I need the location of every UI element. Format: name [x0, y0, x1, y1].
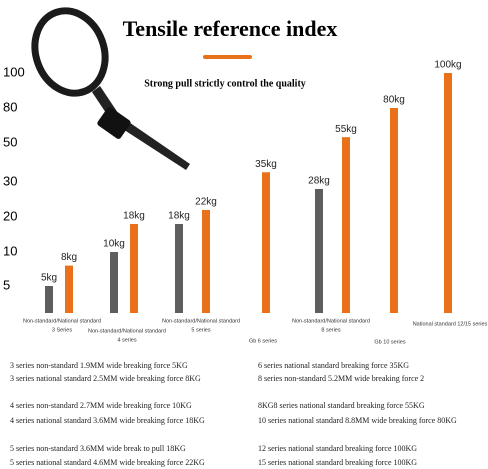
value-label: 18kg	[168, 211, 190, 222]
value-label: 100kg	[434, 60, 461, 71]
value-label: 8kg	[61, 252, 77, 263]
value-label: 10kg	[103, 239, 125, 250]
value-label: 80kg	[383, 95, 405, 106]
spec-line: 12 series national standard breaking for…	[258, 444, 417, 453]
spec-list: 3 series non-standard 1.9MM wide breakin…	[10, 361, 457, 467]
y-tick-label: 30	[3, 173, 17, 188]
x-category-label: 8 series	[321, 327, 341, 333]
spec-line: 3 series national standard 2.5MM wide br…	[10, 374, 201, 383]
spec-line: 15 series national standard breaking for…	[258, 458, 417, 467]
bar	[342, 137, 350, 313]
x-category-label: 4 series	[117, 337, 137, 343]
y-tick-label: 80	[3, 99, 17, 114]
bar	[110, 252, 118, 313]
bar	[175, 224, 183, 313]
x-category-label: Gb 10 series	[374, 339, 405, 345]
x-category-label: Non-standard/National standard	[23, 318, 101, 324]
value-label: 55kg	[335, 124, 357, 135]
spec-line: 8KG8 series national standard breaking f…	[258, 401, 425, 410]
spec-line: 3 series non-standard 1.9MM wide breakin…	[10, 361, 188, 370]
y-tick-label: 50	[3, 134, 17, 149]
spec-line: 5 series non-standard 3.6MM wide break t…	[10, 444, 186, 453]
spec-line: 8 series non-standard 5.2MM wide breakin…	[258, 374, 424, 383]
bar	[130, 224, 138, 313]
bar	[45, 286, 53, 313]
spec-line: 4 series national standard 3.6MM wide br…	[10, 416, 205, 425]
bar	[315, 189, 323, 313]
cable-tie-image	[31, 7, 190, 170]
x-category-label: Gb 6 series	[249, 338, 277, 344]
bar	[202, 210, 210, 313]
value-label: 5kg	[41, 273, 57, 284]
x-category-label: 5 series	[191, 327, 211, 333]
value-label: 22kg	[195, 197, 217, 208]
bar	[65, 265, 73, 313]
chart-title: Tensile reference index	[123, 16, 338, 41]
value-label: 28kg	[308, 176, 330, 187]
bar	[444, 73, 452, 313]
spec-line: 6 series national standard breaking forc…	[258, 361, 409, 370]
value-label: 35kg	[255, 159, 277, 170]
x-category-label: 3 Series	[52, 327, 72, 333]
x-category-label: Non-standard/National standard	[292, 318, 370, 324]
bar	[262, 172, 270, 313]
plot: 5 10 20 30 50 80 100 5kg 10kg 18kg 28kg 8kg 18kg 22kg…	[3, 60, 488, 346]
spec-line: 4 series non-standard 2.7MM wide breakin…	[10, 401, 192, 410]
y-tick-label: 20	[3, 208, 17, 223]
spec-line: 10 series national standard 8.8MM wide b…	[258, 416, 457, 425]
spec-line: 5 series national standard 4.6MM wide br…	[10, 458, 205, 467]
x-category-label: Non-standard/National standard	[88, 328, 166, 334]
y-tick-label: 100	[3, 64, 25, 79]
value-label: 18kg	[123, 211, 145, 222]
x-category-label: National standard 12/15 series	[413, 321, 488, 327]
y-tick-label: 10	[3, 243, 17, 258]
chart-subtitle: Strong pull strictly control the quality	[144, 78, 306, 89]
x-category-label: Non-standard/National standard	[162, 318, 240, 324]
bar	[390, 108, 398, 313]
y-tick-label: 5	[3, 277, 10, 292]
